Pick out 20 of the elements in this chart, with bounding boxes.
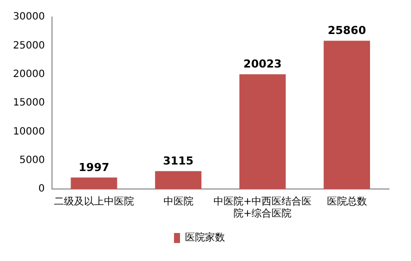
legend-label: 医院家数 [185,232,225,244]
data-label: 3115 [162,154,194,168]
data-label: 20023 [243,58,282,71]
y-tick-label: 30000 [13,12,45,23]
bar [239,74,286,189]
x-tick-label: 中医院+中西医结合医院+综合医院 [213,196,312,220]
x-tick-label: 二级及以上中医院 [54,196,134,208]
y-tick-label: 25000 [13,40,45,52]
y-tick-label: 20000 [13,68,45,80]
data-label: 25860 [328,24,366,38]
y-tick-label: 0 [38,184,45,195]
x-tick-label: 医院总数 [326,196,367,208]
y-tick-label: 15000 [13,98,45,109]
bar [324,40,370,189]
data-label: 1997 [78,160,110,174]
x-tick-label: 中医院 [163,196,194,208]
y-tick-label: 10000 [13,126,45,138]
y-tick-label: 5000 [19,154,45,166]
bar [155,171,202,189]
bar [70,178,118,189]
